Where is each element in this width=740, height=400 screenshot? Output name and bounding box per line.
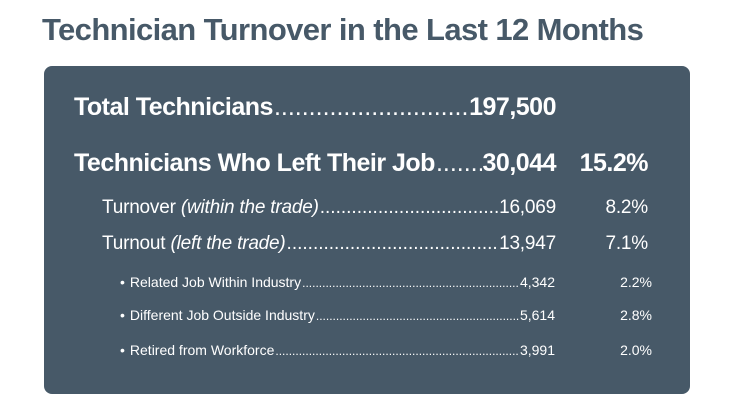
leader-dots [320,196,498,220]
related-job-value: 4,342 [519,274,555,290]
retired-percent: 2.0% [620,342,652,358]
turnover-note: (within the trade) [180,197,319,218]
turnout-row: Turnout (left the trade) 13,947 [102,232,556,256]
turnover-value: 16,069 [499,197,556,218]
related-job-row: •Related Job Within Industry 4,342 [120,273,555,292]
page-title: Technician Turnover in the Last 12 Month… [42,12,644,47]
different-job-row: •Different Job Outside Industry 5,614 [120,306,555,325]
leader-dots [274,92,468,122]
leader-dots [287,232,499,256]
bullet-icon: • [120,274,125,290]
turnover-panel: Total Technicians 197,500 Technicians Wh… [44,66,690,394]
turnout-value: 13,947 [499,233,556,254]
bullet-icon: • [120,342,125,358]
leader-dots [275,342,519,360]
related-job-label: • Related Job Within Industry [120,274,302,290]
retired-row: •Retired from Workforce 3,991 [120,341,555,360]
related-job-percent: 2.2% [620,274,652,290]
leader-dots [302,274,519,292]
turnover-percent: 8.2% [605,197,648,218]
retired-value: 3,991 [519,342,555,358]
technicians-left-value: 30,044 [482,149,557,177]
turnout-note: (left the trade) [170,233,286,254]
bullet-icon: • [120,307,125,323]
different-job-label: • Different Job Outside Industry [120,307,315,323]
total-technicians-value: 197,500 [469,93,556,121]
total-technicians-row: Total Technicians 197,500 [74,92,556,122]
leader-dots [436,148,482,178]
turnout-percent: 7.1% [605,233,648,254]
technicians-left-label: Technicians Who Left Their Job [74,149,435,177]
total-technicians-label: Total Technicians [74,93,273,121]
different-job-percent: 2.8% [620,307,652,323]
retired-label: • Retired from Workforce [120,342,275,358]
different-job-value: 5,614 [519,307,555,323]
turnout-label: Turnout (left the trade) [102,233,286,254]
turnover-label: Turnover (within the trade) [102,197,319,218]
turnover-row: Turnover (within the trade) 16,069 [102,196,556,220]
technicians-left-row: Technicians Who Left Their Job 30,044 [74,148,557,178]
technicians-left-percent: 15.2% [579,149,649,177]
leader-dots [316,307,519,325]
